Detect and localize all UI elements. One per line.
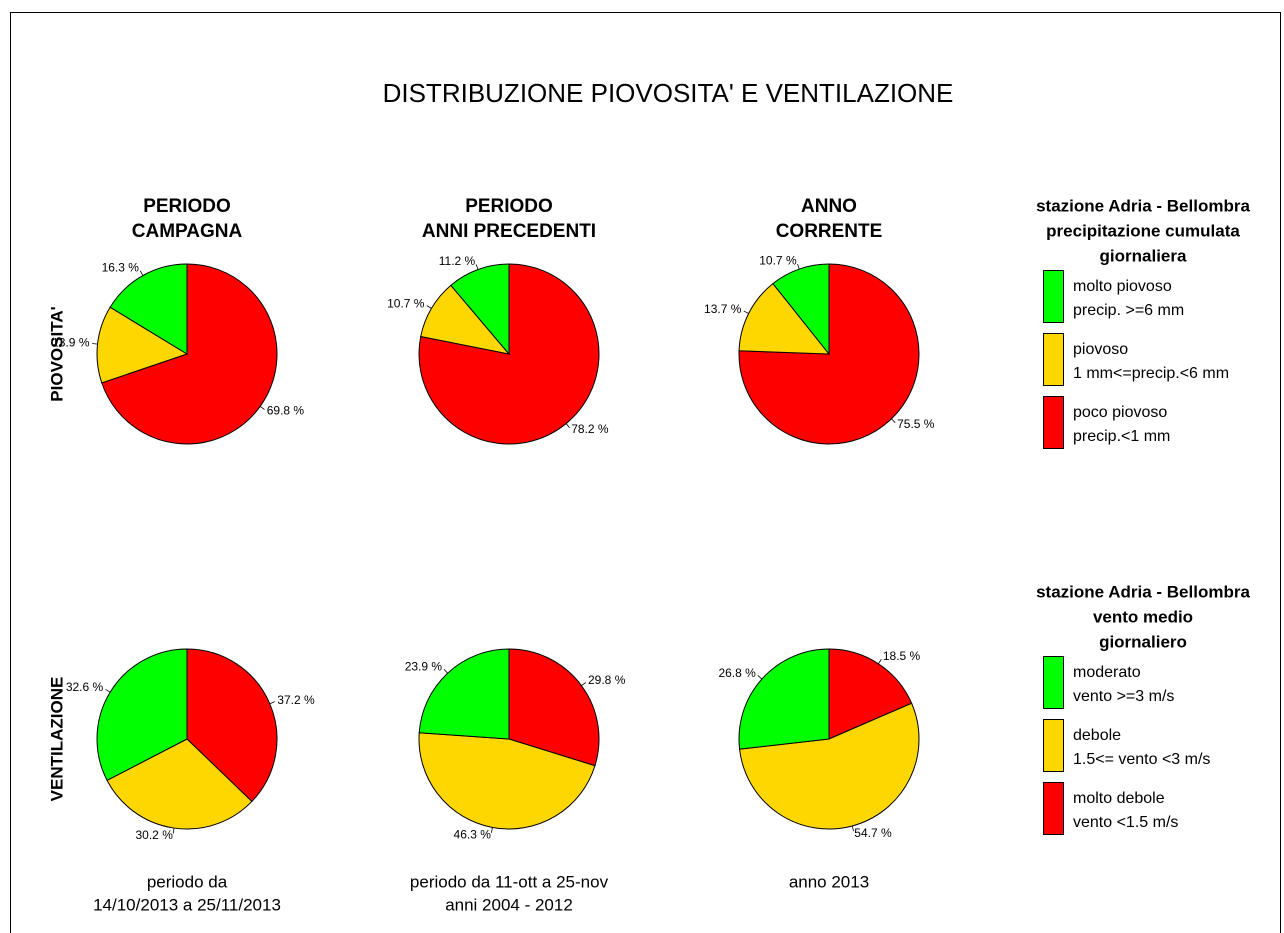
- leader-line: [491, 827, 493, 833]
- legend-swatch: [1043, 782, 1064, 835]
- legend-swatch: [1043, 656, 1064, 709]
- leader-line: [891, 418, 896, 423]
- legend-title: giornaliero: [1099, 632, 1187, 651]
- column-footer: anni 2004 - 2012: [445, 895, 573, 914]
- column-footer: periodo da 11-ott a 25-nov: [410, 872, 609, 891]
- value-label: 78.2 %: [571, 422, 609, 436]
- column-footer: periodo da: [147, 872, 228, 891]
- value-label: 46.3 %: [454, 828, 492, 842]
- pie-slice: [772, 263, 830, 356]
- value-label: 23.9 %: [405, 659, 443, 673]
- legend-title: stazione Adria - Bellombra: [1036, 582, 1250, 601]
- value-label: 13.7 %: [704, 302, 742, 316]
- leader-line: [851, 825, 854, 832]
- leader-line: [426, 305, 432, 309]
- pie-slice: [738, 648, 830, 750]
- column-footer: anno 2013: [789, 872, 869, 891]
- value-label: 54.7 %: [854, 826, 892, 840]
- pie-slice: [186, 648, 278, 803]
- leader-line: [743, 310, 749, 314]
- legend-swatch: [1043, 396, 1064, 449]
- legend-swatch: [1043, 270, 1064, 323]
- legend-label: poco piovoso: [1073, 404, 1167, 421]
- legend-title: precipitazione cumulata: [1046, 221, 1240, 240]
- pie-slice: [450, 263, 510, 356]
- pie-slice: [418, 648, 510, 740]
- value-label: 16.3 %: [102, 261, 140, 275]
- leader-line: [797, 263, 800, 270]
- legend-label: debole: [1073, 727, 1121, 744]
- value-label: 32.6 %: [66, 680, 104, 694]
- column-title: PERIODO: [143, 196, 231, 217]
- leader-line: [259, 406, 265, 410]
- pie-slice: [828, 648, 913, 740]
- column-title: CAMPAGNA: [132, 221, 243, 242]
- legend-label: moderato: [1073, 664, 1141, 681]
- value-label: 10.7 %: [759, 254, 797, 268]
- leader-line: [581, 682, 587, 686]
- legend-title: vento medio: [1093, 607, 1193, 626]
- legend-label: molto debole: [1073, 790, 1165, 807]
- legend-label: precip.<1 mm: [1073, 428, 1170, 445]
- value-label: 30.2 %: [136, 828, 174, 842]
- value-label: 13.9 %: [52, 335, 90, 349]
- value-label: 37.2 %: [277, 693, 315, 707]
- column-title: ANNI PRECEDENTI: [422, 221, 596, 242]
- leader-line: [475, 264, 479, 270]
- legend-label: vento >=3 m/s: [1073, 688, 1174, 705]
- value-label: 26.8 %: [718, 666, 756, 680]
- chart-title: DISTRIBUZIONE PIOVOSITA' E VENTILAZIONE: [383, 78, 954, 108]
- value-label: 29.8 %: [588, 673, 626, 687]
- legend-label: molto piovoso: [1073, 278, 1172, 295]
- pie-slice: [96, 648, 188, 782]
- legend-swatch: [1043, 333, 1064, 386]
- pie-slice: [106, 738, 253, 830]
- column-title: ANNO: [801, 196, 857, 217]
- row-label: VENTILAZIONE: [47, 677, 66, 802]
- legend-label: 1 mm<=precip.<6 mm: [1073, 365, 1229, 382]
- column-footer: 14/10/2013 a 25/11/2013: [93, 895, 281, 914]
- legend-label: piovoso: [1073, 341, 1128, 358]
- leader-line: [757, 675, 763, 680]
- column-title: PERIODO: [465, 196, 553, 217]
- pie-slice: [738, 282, 831, 355]
- legend-swatch: [1043, 719, 1064, 772]
- leader-line: [269, 701, 275, 705]
- value-label: 69.8 %: [267, 403, 305, 417]
- value-label: 18.5 %: [883, 649, 921, 663]
- leader-line: [878, 659, 882, 664]
- legend-label: vento <1.5 m/s: [1073, 814, 1178, 831]
- pie-slice: [101, 263, 278, 445]
- leader-line: [92, 343, 98, 345]
- legend-label: precip. >=6 mm: [1073, 302, 1184, 319]
- row-label: PIOVOSITA': [47, 306, 66, 401]
- legend-label: 1.5<= vento <3 m/s: [1073, 751, 1210, 768]
- legend-title: stazione Adria - Bellombra: [1036, 196, 1250, 215]
- leader-line: [443, 668, 448, 674]
- value-label: 11.2 %: [439, 254, 476, 268]
- leader-line: [105, 689, 111, 693]
- leader-line: [139, 270, 144, 276]
- legend-title: giornaliera: [1100, 246, 1187, 265]
- leader-line: [172, 828, 175, 834]
- value-label: 75.5 %: [897, 417, 935, 431]
- column-title: CORRENTE: [776, 221, 883, 242]
- value-label: 10.7 %: [387, 296, 425, 310]
- leader-line: [565, 423, 570, 428]
